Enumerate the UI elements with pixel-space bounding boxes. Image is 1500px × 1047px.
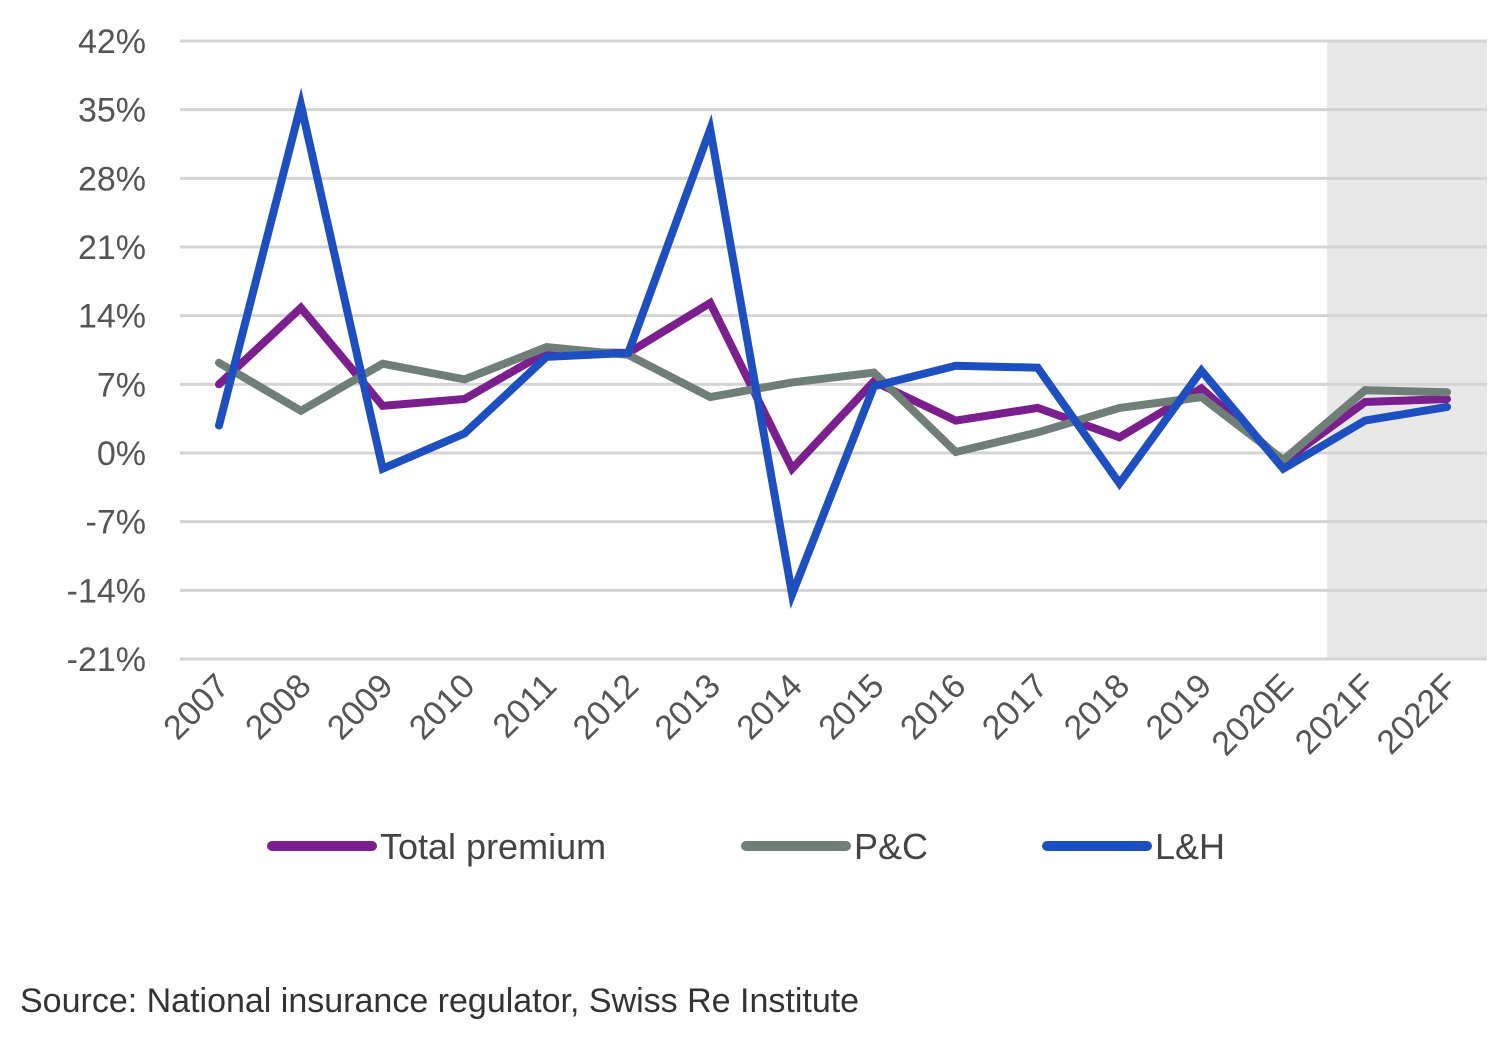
x-tick-label: 2021F (1288, 667, 1383, 762)
x-tick-label: 2010 (402, 667, 482, 747)
x-tick-label: 2009 (320, 667, 400, 747)
legend-label: L&H (1155, 826, 1225, 867)
forecast-shading (1327, 41, 1487, 659)
x-tick-label: 2015 (811, 667, 891, 747)
y-tick-label: 7% (97, 366, 146, 404)
y-tick-label: -7% (86, 504, 146, 542)
legend: Total premium P&C L&H (267, 826, 1225, 867)
forecast-shade-rect (1327, 41, 1487, 659)
x-tick-label: 2017 (975, 667, 1055, 747)
y-tick-label: 21% (78, 229, 146, 267)
series-line-2 (215, 87, 1451, 609)
gridlines (180, 39, 1487, 661)
series-lines (215, 87, 1451, 609)
series-line-1 (215, 343, 1451, 466)
x-tick-label: 2018 (1057, 667, 1137, 747)
legend-label: P&C (854, 826, 928, 867)
y-axis-tick-labels: 42% 35% 28% 21% 14% 7% 0% -7% -14% -21% (67, 23, 146, 679)
x-tick-label: 2016 (893, 667, 973, 747)
y-tick-label: 14% (78, 298, 146, 336)
y-tick-label: 42% (78, 23, 146, 61)
x-tick-label: 2012 (566, 667, 646, 747)
x-tick-label: 2013 (648, 667, 728, 747)
y-tick-label: -14% (67, 572, 146, 610)
x-tick-label: 2022F (1370, 667, 1465, 762)
legend-label: Total premium (380, 826, 606, 867)
x-tick-label: 2008 (238, 667, 318, 747)
line-chart: 42%35%28%21%14%7%0%-7%-14%-21% 2007 2008 2… (67, 23, 1487, 867)
y-tick-label: 0% (97, 435, 146, 473)
x-tick-label: 2020E (1205, 667, 1301, 763)
x-tick-label: 2014 (729, 667, 809, 747)
source-note: Source: National insurance regulator, Sw… (20, 982, 860, 1020)
x-tick-label: 2007 (156, 667, 236, 747)
x-axis-tick-labels: 2007 2008 2009 2010 2011 2012 2013 2014 2015 2016… (156, 667, 1464, 763)
y-tick-label: 28% (78, 160, 146, 198)
y-tick-label: 35% (78, 92, 146, 130)
x-tick-label: 2011 (486, 667, 565, 746)
y-tick-label: -21% (67, 641, 146, 679)
